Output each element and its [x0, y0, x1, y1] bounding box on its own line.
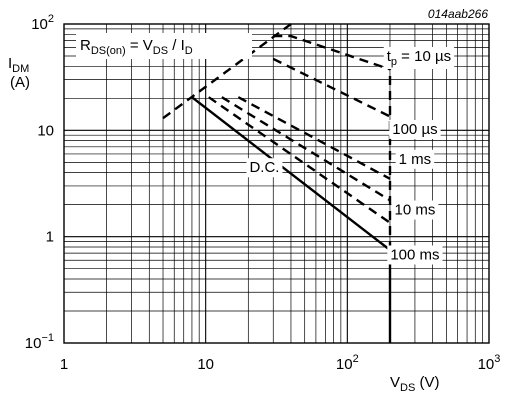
x-tick-label: 102	[336, 353, 359, 373]
curve-label: 100 µs	[389, 119, 441, 139]
y-tick-label: 10−1	[25, 332, 54, 352]
svg-text:1 ms: 1 ms	[399, 151, 432, 168]
y-axis-label: IDM	[8, 55, 29, 75]
series-line	[272, 57, 391, 118]
y-tick-label: 102	[31, 13, 54, 33]
x-axis-label: VDS (V)	[390, 374, 439, 394]
x-tick-label: 1	[60, 356, 68, 373]
curves	[162, 23, 392, 343]
series-line	[208, 96, 391, 224]
svg-text:100 µs: 100 µs	[392, 121, 437, 138]
curve-labels: D.C. 100 ms 10 ms 1 ms 100 µs tp = 10 µs	[246, 47, 455, 265]
curve-label: D.C.	[246, 158, 283, 178]
series-line	[221, 96, 391, 202]
grid	[64, 24, 489, 343]
svg-text:100 ms: 100 ms	[390, 246, 439, 263]
y-tick-label: 10	[37, 122, 54, 139]
series-line	[237, 96, 391, 180]
series-line	[273, 34, 391, 71]
x-tick-label: 103	[478, 353, 501, 373]
chart-labels: 014aab266 IDM (A) VDS (V) RDS(on) = VDS …	[8, 7, 488, 394]
svg-text:D.C.: D.C.	[249, 159, 279, 176]
series-line	[162, 23, 292, 120]
rds-on-label: RDS(on) = VDS / ID	[80, 37, 193, 57]
curve-label: 1 ms	[395, 149, 435, 169]
plot-frame	[63, 23, 490, 344]
y-axis-unit: (A)	[10, 74, 30, 91]
curve-label: 10 ms	[391, 200, 439, 220]
svg-text:10 ms: 10 ms	[394, 202, 435, 219]
y-tick-label: 1	[46, 229, 54, 246]
svg-text:tp = 10 µs: tp = 10 µs	[387, 48, 451, 68]
tp-label: tp = 10 µs	[383, 47, 455, 70]
figure-code: 014aab266	[428, 7, 488, 21]
tick-labels: 1 10 102 103 10−1 1 10 102	[25, 13, 501, 373]
series-line	[191, 96, 391, 251]
curve-label: 100 ms	[387, 245, 443, 265]
x-tick-label: 10	[197, 356, 214, 373]
